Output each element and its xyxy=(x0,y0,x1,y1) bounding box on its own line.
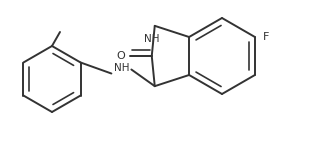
Text: O: O xyxy=(116,51,125,61)
Text: NH: NH xyxy=(144,34,160,44)
Text: F: F xyxy=(263,32,269,42)
Text: NH: NH xyxy=(114,63,129,73)
